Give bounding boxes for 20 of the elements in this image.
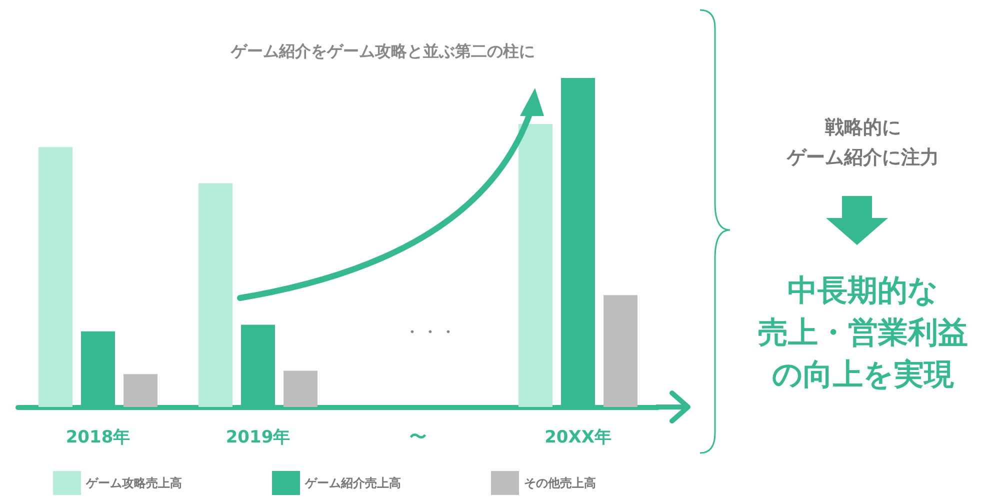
text: の向上を実現 (772, 358, 955, 392)
text: 戦略的に (824, 116, 901, 138)
bar (604, 295, 638, 407)
legend-label: ゲーム紹介売上高 (304, 476, 401, 490)
text: 売上・営業利益 (758, 316, 968, 350)
x-tick-label: 2019年 (226, 428, 290, 448)
bar (198, 183, 232, 407)
bar (38, 147, 72, 407)
x-tick-label: 2018年 (66, 428, 130, 448)
text: ゲーム紹介に注力 (786, 146, 939, 168)
x-tick-label: 〜 (410, 428, 426, 448)
legend-label: その他売上高 (524, 476, 596, 490)
x-tick-label: 20XX年 (544, 428, 612, 448)
bar (518, 124, 552, 407)
text: 中長期的な (788, 274, 938, 308)
bar (124, 374, 158, 407)
annotation: ・・・ (403, 322, 457, 342)
chart-title: ゲーム紹介をゲーム攻略と並ぶ第二の柱に (230, 42, 535, 60)
bar (284, 370, 318, 407)
legend-label: ゲーム攻略売上高 (85, 476, 182, 490)
